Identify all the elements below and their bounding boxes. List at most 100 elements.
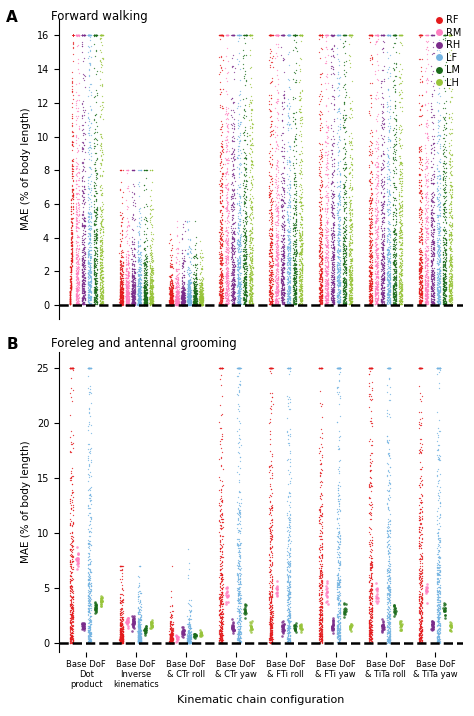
Point [267,594,274,606]
Point [280,162,288,173]
Point [434,217,441,228]
Point [280,175,287,186]
Point [69,89,77,100]
Point [96,55,103,67]
Point [346,50,354,62]
Point [441,279,448,290]
Point [374,231,382,242]
Point [286,475,294,487]
Point [278,276,286,287]
Point [392,120,400,131]
Point [378,206,385,218]
Point [318,286,326,297]
Point [447,251,455,263]
Point [234,284,241,296]
Point [442,30,450,42]
Point [427,293,435,304]
Point [372,276,379,288]
Point [229,198,237,209]
Point [373,30,381,42]
Point [284,209,292,221]
Point [336,268,344,279]
Point [191,295,199,306]
Point [228,61,236,72]
Point [123,297,130,309]
Point [368,30,376,42]
Point [323,251,331,263]
Point [236,363,244,374]
Point [198,295,205,306]
Point [329,289,337,301]
Point [335,216,343,227]
Point [73,282,81,294]
Point [315,150,323,162]
Point [279,279,286,290]
Point [166,634,173,645]
Point [391,291,398,302]
Point [368,605,375,616]
Point [172,293,179,304]
Point [92,283,100,294]
Point [380,266,388,278]
Point [67,630,74,642]
Point [72,205,80,217]
Point [185,281,192,292]
Point [67,286,74,298]
Point [223,162,231,173]
Point [169,289,176,300]
Point [296,248,303,259]
Point [318,637,326,648]
Point [166,271,173,283]
Point [198,297,205,309]
Point [346,166,353,178]
Point [398,233,405,244]
Point [235,477,242,488]
Point [185,628,192,639]
Point [72,134,80,145]
Point [442,265,450,276]
Point [146,281,154,292]
Point [68,203,75,214]
Point [147,289,155,300]
Point [397,218,405,230]
Point [268,577,275,589]
Point [146,247,154,258]
Point [184,293,192,304]
Point [322,584,330,595]
Point [236,262,243,274]
Point [284,531,292,543]
Point [125,288,132,299]
Point [186,637,194,649]
Point [246,284,253,296]
Point [440,205,447,217]
Point [418,574,425,585]
Point [347,286,355,298]
Point [99,294,106,305]
Point [372,293,379,304]
Point [236,256,243,268]
Point [279,258,286,270]
Point [67,281,74,292]
Point [247,155,255,167]
Point [299,248,306,260]
Point [329,284,337,296]
Point [135,291,142,302]
Point [217,611,225,623]
Point [80,257,88,268]
Point [67,609,75,621]
Point [417,614,425,626]
Point [429,233,437,244]
Point [134,294,142,306]
Point [248,256,256,267]
Point [367,628,374,639]
Point [279,253,286,265]
Point [339,163,347,174]
Point [340,205,347,217]
Point [372,283,380,294]
Point [134,285,142,296]
Point [335,629,343,641]
Point [234,258,242,269]
Point [234,363,241,374]
Point [191,280,199,291]
Point [168,634,176,646]
